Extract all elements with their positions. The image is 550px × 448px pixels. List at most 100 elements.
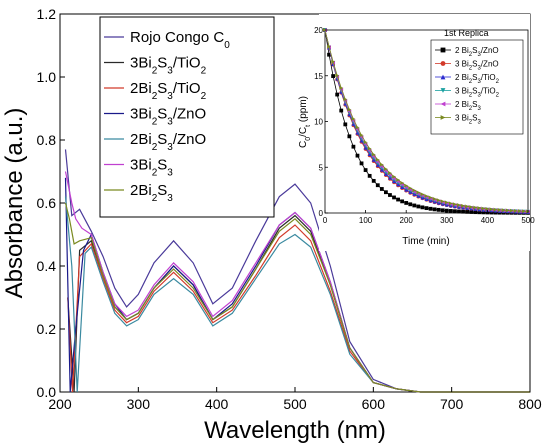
main-legend-label-0: Rojo Congo C0 [130,29,230,51]
inset-point [384,190,388,195]
inset-point [489,207,494,212]
inset-chart: 0 100 200 300 400 500 0 5 10 15 20 Time (min) C0/… [298,14,535,251]
inset-point [331,74,336,78]
inset-point [388,193,392,197]
main-x-tick-label: 800 [518,396,542,412]
inset-legend-marker-1 [440,61,446,66]
inset-x-axis-label: Time (min) [402,236,449,247]
main-legend-label-6: 2Bi2S3 [130,182,173,204]
inset-point [335,92,340,97]
main-legend: Rojo Congo C0 3Bi2S3/TiO2 2Bi2S3/TiO2 3Bi2S… [99,16,275,218]
inset-point [351,116,356,121]
inset-x-tick-label: 100 [359,216,373,225]
inset-point [363,140,368,145]
inset-point [408,186,413,191]
inset-point [371,157,376,162]
inset-point [351,144,356,149]
inset-point [453,202,457,207]
main-x-tick-label: 400 [205,396,229,412]
inset-point [343,122,348,127]
inset-series-group [323,28,530,215]
inset-point [408,202,413,207]
main-x-tick-label: 200 [48,396,72,412]
inset-x-axis: 0 100 200 300 400 500 [323,210,535,225]
inset-legend-label-2: 2 Bi2S3/TiO2 [455,73,500,85]
inset-legend-marker-2 [440,74,446,80]
main-y-tick-label: 0.6 [37,195,57,211]
inset-point [501,208,506,213]
main-legend-label-5: 3Bi2S3 [130,157,173,179]
inset-legend-label-1: 3 Bi2S3/ZnO [455,60,499,72]
inset-point [432,197,437,201]
inset-point [481,210,486,215]
inset-point [513,208,518,213]
main-y-axis-label: Absorbance (a.u.) [1,108,28,299]
main-x-axis: 200 300 400 500 600 700 800 [48,387,542,412]
inset-point [436,198,441,203]
inset-point [355,153,360,158]
inset-point [396,197,400,202]
inset-point [375,157,380,162]
inset-point [359,133,364,138]
main-legend-label-2: 2Bi2S3/TiO2 [130,80,207,102]
inset-point [465,209,469,214]
inset-point [424,194,429,198]
main-legend-label-1: 3Bi2S3/TiO2 [130,55,207,77]
inset-y-tick-label: 20 [314,26,323,35]
inset-point [444,200,449,205]
inset-point [363,145,368,150]
inset-point [497,208,502,212]
inset-legend-marker-5 [440,115,446,120]
inset-point [404,183,409,188]
inset-point [424,206,429,211]
inset-point [379,187,384,191]
inset-point [465,204,469,209]
inset-point [384,167,388,171]
inset-point [436,207,441,212]
inset-point [509,208,514,213]
inset-point [388,171,392,175]
inset-point [489,210,494,215]
main-y-tick-label: 0.4 [37,258,57,274]
inset-point [477,210,482,215]
inset-point [347,107,352,112]
main-legend-label-3: 3Bi2S3/ZnO [130,106,206,128]
inset-point [359,161,364,166]
main-series-group [64,149,530,393]
inset-point [339,85,344,90]
inset-point [392,174,396,179]
inset-x-tick-label: 200 [400,216,414,225]
inset-x-tick-label: 300 [440,216,454,225]
inset-point [355,130,360,135]
inset-legend-label-5: 3 Bi2S3 [455,114,481,126]
inset-point [379,162,384,167]
inset-y-tick-label: 10 [314,118,323,127]
inset-point [432,207,437,212]
inset-point [469,210,474,214]
inset-point [473,205,478,210]
inset-point [359,138,364,143]
inset-point [428,206,433,211]
inset-x-tick-label: 400 [481,216,495,225]
inset-point [517,209,522,213]
inset-legend-label-0: 2 Bi2S3/ZnO [455,46,499,58]
inset-point [505,208,510,213]
inset-legend-marker-0 [440,47,446,53]
inset-y-axis-label: C0/Ct (ppm) [298,96,312,148]
inset-point [367,152,372,156]
inset-y-tick-label: 15 [314,72,323,81]
main-x-tick-label: 500 [283,396,307,412]
inset-point [457,203,461,207]
inset-point [367,173,372,178]
inset-point [371,178,376,183]
main-y-tick-label: 0.2 [37,321,57,337]
inset-y-axis: 0 5 10 15 20 [314,26,328,218]
inset-series-0 [323,28,530,215]
inset-point [420,205,425,210]
inset-point [355,125,360,130]
inset-x-tick-label: 500 [521,216,535,225]
inset-point [461,203,465,208]
inset-point [493,207,498,212]
inset-point [469,205,474,209]
